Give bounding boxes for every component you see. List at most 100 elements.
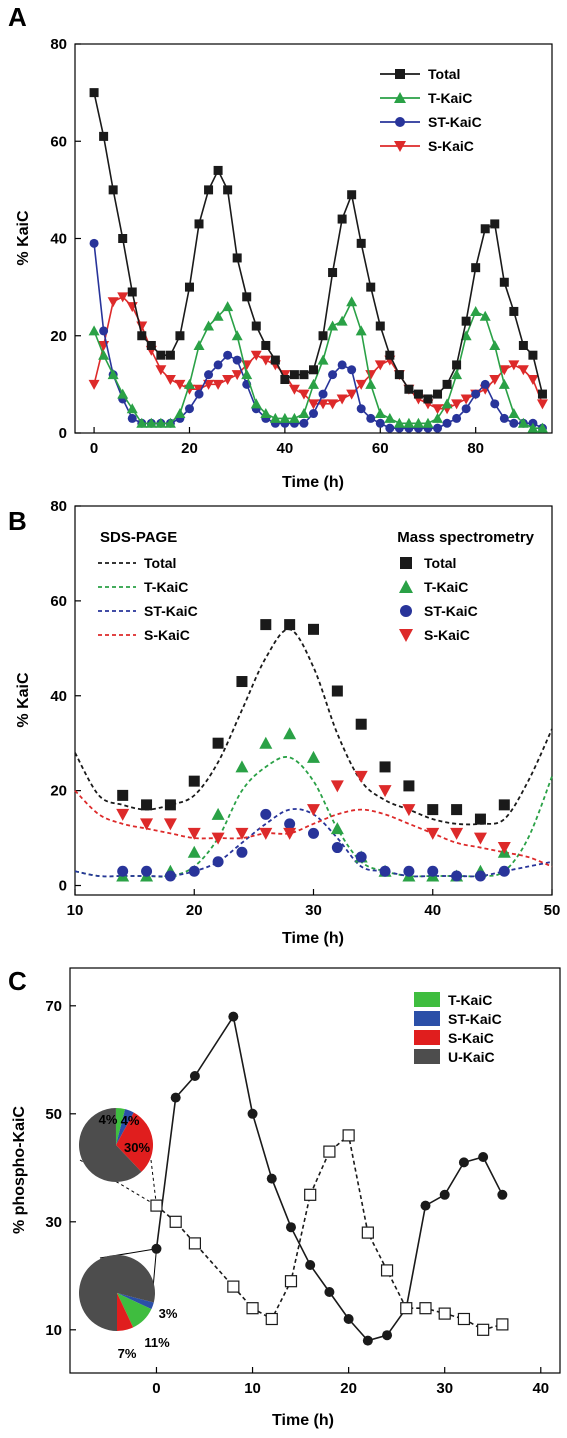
panel-a-y-tick-label: 80 <box>50 36 67 53</box>
panel-a-point-t-kaic <box>527 422 539 433</box>
panel-b-point-st-kaic <box>284 818 296 830</box>
panel-c-point-filled-circle <box>151 1243 162 1254</box>
panel-c-point-filled-circle <box>324 1287 335 1297</box>
panel-a-point-total <box>375 321 385 331</box>
panel-b-point-t-kaic <box>283 727 297 740</box>
panel-a-point-total <box>356 238 366 248</box>
panel-a-point-t-kaic <box>279 412 291 423</box>
panel-a-point-t-kaic <box>384 412 396 423</box>
panel-c-x-axis-title: Time (h) <box>272 1412 334 1429</box>
panel-a-point-st-kaic <box>490 399 500 409</box>
panel-b-point-t-kaic <box>187 845 201 858</box>
panel-b-x-tick-label: 50 <box>544 902 561 919</box>
panel-a-point-total <box>99 131 109 141</box>
panel-b-point-s-kaic <box>283 827 297 840</box>
panel-a-frame <box>74 43 553 434</box>
panel-c-line-dashed <box>155 1133 503 1331</box>
panel-a-legend-label-total: Total <box>428 66 460 82</box>
panel-c-legend-label-u-kaic: U-KaiC <box>448 1049 495 1065</box>
panel-a-point-total <box>165 350 175 360</box>
panel-b-point-s-kaic <box>497 842 511 855</box>
panel-a-x-tick-label: 20 <box>181 440 198 457</box>
panel-c-point-filled-circle <box>189 1071 200 1081</box>
panel-a-point-s-kaic <box>88 379 100 390</box>
panel-b-point-s-kaic <box>402 804 416 817</box>
panel-b-point-total <box>474 813 486 825</box>
panel-b-legend-right-title: Mass spectrometry <box>397 529 534 546</box>
panel-b-curve-total <box>74 628 553 826</box>
panel-a-point-t-kaic <box>355 325 367 336</box>
panel-c-point-open-square <box>419 1302 432 1315</box>
panel-a-point-total <box>108 185 118 195</box>
panel-b-point-s-kaic <box>473 832 487 845</box>
panel-c-point-open-square <box>284 1275 298 1288</box>
panel-c-point-filled-circle <box>343 1314 354 1324</box>
panel-c-legend-swatch-u-kaic <box>414 1049 440 1064</box>
panel-b-point-st-kaic <box>379 865 391 877</box>
panel-a-y-tick-label: 40 <box>50 231 67 248</box>
panel-c-point-filled-circle <box>439 1189 450 1200</box>
panel-c-point-filled-circle <box>497 1189 508 1200</box>
panel-a-point-total <box>442 379 452 389</box>
panel-a-point-st-kaic <box>480 379 490 389</box>
panel-a-point-s-kaic <box>346 389 358 400</box>
panel-a-point-t-kaic <box>98 349 110 360</box>
panel-b-legend-label-total: Total <box>144 555 176 571</box>
panel-c-pie-2-label-s-kaic: 7% <box>118 1346 137 1361</box>
panel-a-point-t-kaic <box>241 369 253 380</box>
panel-a-point-t-kaic <box>117 388 129 399</box>
panel-a: A 0 20 40 60 80 0 20 40 60 80 Total T-KaiC ST-KaiC S… <box>8 2 553 491</box>
panel-a-point-st-kaic <box>309 409 318 419</box>
panel-b-x-tick-label: 10 <box>67 902 84 919</box>
panel-c-x-tick-label: 0 <box>152 1380 160 1397</box>
panel-b-point-t-kaic <box>307 750 320 763</box>
panel-a-point-total <box>385 350 395 360</box>
panel-b-label: B <box>8 506 27 536</box>
panel-b-point-total <box>212 737 224 749</box>
panel-a-x-tick-label: 0 <box>90 440 98 457</box>
panel-a-point-total <box>509 306 519 316</box>
panel-b-point-total <box>260 619 272 631</box>
panel-b-legend-label-s-kaic: S-KaiC <box>144 627 190 643</box>
panel-a-y-tick-label: 20 <box>50 328 67 345</box>
panel-a-point-t-kaic <box>422 417 434 428</box>
panel-a-point-total <box>423 394 433 404</box>
panel-c-point-open-square <box>323 1145 336 1158</box>
panel-a-point-s-kaic <box>327 399 339 410</box>
panel-b-point-total <box>379 761 391 773</box>
panel-a-y-tick-label: 0 <box>59 425 67 442</box>
panel-a-point-t-kaic <box>498 378 510 389</box>
panel-a-point-st-kaic <box>127 413 137 423</box>
panel-a-point-t-kaic <box>222 301 234 312</box>
panel-a-point-st-kaic <box>318 389 328 399</box>
panel-b-y-tick-label: 60 <box>50 593 67 610</box>
panel-c-point-open-square <box>304 1188 317 1201</box>
panel-a-point-t-kaic <box>174 408 186 419</box>
panel-a-point-total <box>127 287 137 297</box>
panel-a-point-s-kaic <box>527 375 539 386</box>
panel-a-legend-label-st-kaic: ST-KaiC <box>428 114 482 130</box>
panel-c-pie-2-slice-t-kaic <box>117 1293 152 1328</box>
panel-c-point-open-square <box>477 1323 490 1336</box>
panel-a-point-t-kaic <box>288 412 300 423</box>
panel-c-frame <box>69 967 561 1374</box>
panel-c-legend-swatch-s-kaic <box>414 1030 440 1045</box>
panel-a-point-t-kaic <box>365 378 377 389</box>
panel-a-point-total <box>280 375 290 385</box>
panel-c-point-open-square <box>457 1312 471 1326</box>
panel-a-point-s-kaic <box>317 399 329 410</box>
panel-c-pie-1-slice-s-kaic <box>116 1112 153 1172</box>
panel-a-legend-marker-s-kaic <box>394 141 406 152</box>
panel-a-point-t-kaic <box>517 417 529 428</box>
panel-b-point-st-kaic <box>308 827 319 839</box>
panel-a-x-tick-label: 40 <box>277 440 294 457</box>
panel-a-point-s-kaic <box>155 365 167 376</box>
panel-b-point-s-kaic <box>116 808 130 821</box>
panel-b-legend-label-t-kaic: T-KaiC <box>144 579 188 595</box>
panel-b-point-t-kaic <box>211 807 225 820</box>
panel-a-point-st-kaic <box>452 413 462 423</box>
panel-c-point-open-square <box>227 1280 240 1293</box>
panel-a-y-axis-title: % KaiC <box>15 210 32 266</box>
panel-c-legend-swatch-st-kaic <box>414 1011 440 1026</box>
panel-b-legend-left-title: SDS-PAGE <box>100 529 177 546</box>
